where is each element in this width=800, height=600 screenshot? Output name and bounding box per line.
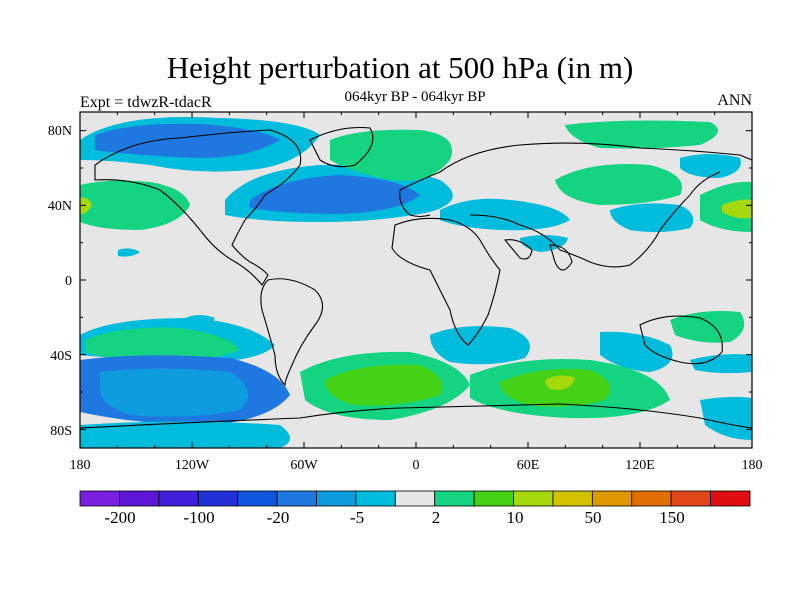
colorbar-swatch [79,490,120,507]
coastline-south-america [260,278,324,387]
contour-region [680,154,741,178]
colorbar-swatch [394,490,436,507]
coastlines [80,126,752,429]
colorbar-swatch [513,490,554,507]
colorbar-swatch [631,490,672,507]
colorbar-label: -5 [350,508,364,527]
y-tick-label: 80N [48,124,72,139]
season-label: ANN [717,92,752,109]
colorbar-swatch [670,490,711,507]
coastline-eurasia [399,142,752,268]
y-tick-label: 0 [65,274,72,289]
contour-region [250,175,420,214]
contour-region [600,331,673,372]
colorbar-swatch [710,490,751,507]
experiment-label: Expt = tdwzR-tdacR [80,94,212,111]
colorbar-label: 2 [432,508,441,527]
x-tick-label: 60E [517,458,540,473]
contour-region [80,180,190,230]
coastline-antarctica [80,403,752,429]
x-tick-label: 60W [290,458,318,473]
x-axis-labels: 180 120W 60W 0 60E 120E 180 [70,458,763,473]
coastline-north-america [94,129,302,286]
contour-region [118,248,140,257]
colorbar-swatch [119,490,160,507]
contour-region [610,203,694,233]
colorbar [79,490,751,507]
contour-fills [80,116,752,448]
contour-region [722,199,752,219]
x-tick-label: 0 [413,458,420,473]
coastline-africa [391,217,501,346]
contour-region [565,120,718,149]
coastline-greenland [309,126,374,168]
y-tick-label: 40S [50,349,72,364]
map-title: Height perturbation at 500 hPa (in m) [166,50,634,85]
contour-region [100,368,248,417]
colorbar-swatch [552,490,593,507]
contour-region [430,326,530,365]
tick-marks [79,112,753,448]
colorbar-swatch [276,490,317,507]
colorbar-swatch [473,490,514,507]
contour-region [440,198,570,231]
contour-region [555,164,682,205]
colorbar-swatch [158,490,199,507]
contour-region [670,311,745,343]
y-tick-label: 80S [50,424,72,439]
colorbar-label: 150 [659,508,685,527]
colorbar-label: -20 [267,508,290,527]
contour-region [700,396,752,440]
colorbar-swatch [197,490,239,507]
colorbar-swatch [591,490,633,507]
contour-region [85,327,240,362]
contour-region [330,129,452,181]
colorbar-label: 50 [585,508,602,527]
colorbar-label: -100 [183,508,214,527]
colorbar-swatch [316,490,357,507]
map-subtitle: 064kyr BP - 064kyr BP [344,89,486,105]
coastline-australia [639,315,723,365]
contour-region [520,235,568,252]
colorbar-swatch [434,490,475,507]
colorbar-label: 10 [507,508,524,527]
x-tick-label: 180 [70,458,91,473]
contour-region [690,354,752,374]
y-axis-labels: 80N 40N 0 40S 80S [48,124,72,439]
contour-region [185,315,215,328]
coastline-india-arabia [503,239,573,271]
x-tick-label: 120E [625,458,655,473]
colorbar-swatch [237,490,278,507]
contour-region [325,364,443,406]
y-tick-label: 40N [48,199,72,214]
x-tick-label: 180 [742,458,763,473]
colorbar-label: -200 [104,508,135,527]
x-tick-label: 120W [175,458,210,473]
colorbar-swatch [355,490,396,507]
colorbar-labels: -200 -100 -20 -5 2 10 50 150 [104,508,684,527]
contour-region [545,375,575,390]
contour-region [80,421,290,448]
